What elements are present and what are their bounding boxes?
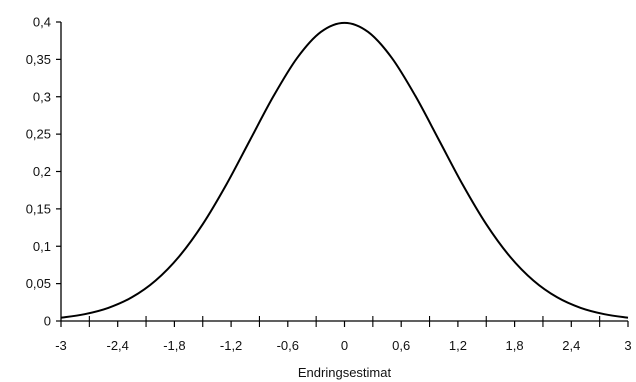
x-tick-label: -1,8: [163, 338, 185, 353]
x-tick-label: -2,4: [106, 338, 128, 353]
x-axis: -3 -2,4 -1,8 -1,2 -0,6 0 0,6 1,2 1,8 2,4 3: [55, 316, 632, 353]
y-tick-label: 0,1: [33, 239, 51, 254]
y-tick-label: 0,3: [33, 89, 51, 104]
x-tick-label: 3: [624, 338, 631, 353]
x-axis-title: Endringsestimat: [298, 365, 392, 380]
series-line: [60, 21, 629, 319]
x-tick-label: 0: [341, 338, 348, 353]
y-tick-label: 0,05: [26, 276, 51, 291]
x-tick-label: -0,6: [277, 338, 299, 353]
x-tick-label: 0,6: [392, 338, 410, 353]
y-tick-label: 0,2: [33, 164, 51, 179]
y-tick-label: 0,25: [26, 127, 51, 142]
x-tick-label: 1,8: [506, 338, 524, 353]
x-tick-label: 2,4: [562, 338, 580, 353]
x-tick-label: -3: [55, 338, 67, 353]
y-tick-label: 0,4: [33, 15, 51, 30]
x-tick-label: 1,2: [449, 338, 467, 353]
y-axis: 0 0,05 0,1 0,15 0,2 0,25 0,3 0,35 0,4: [26, 15, 62, 329]
y-tick-label: 0: [44, 314, 51, 329]
x-tick-label: -1,2: [220, 338, 242, 353]
y-tick-label: 0,35: [26, 52, 51, 67]
y-tick-label: 0,15: [26, 201, 51, 216]
plot-area: [60, 21, 629, 319]
